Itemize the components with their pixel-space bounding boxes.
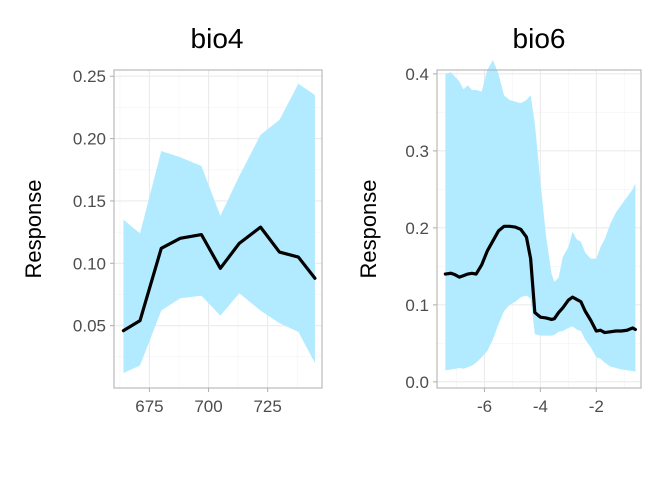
x-tick-label: 700 [194,397,222,416]
response-line [443,224,638,335]
panel-title: bio4 [191,23,244,54]
x-tick-label: -6 [477,397,492,416]
x-tick-label: 675 [135,397,163,416]
y-tick-label: 0.20 [73,130,106,149]
x-tick-label: -2 [589,397,604,416]
y-tick-label: 0.3 [405,142,429,161]
confidence-band [445,59,636,372]
response-line [121,225,317,333]
y-tick-label: 0.25 [73,67,106,86]
y-tick-label: 0.15 [73,192,106,211]
y-tick-label: 0.4 [405,65,429,84]
y-tick-label: 0.0 [405,373,429,392]
y-tick-label: 0.10 [73,254,106,273]
y-tick-label: 0.05 [73,317,106,336]
panel-bio4: bio4 Response 0.05 0.10 0.15 0.20 0.25 675 700… [21,23,323,416]
panel-bio6: bio6 Response 0.0 0.1 0.2 0.3 0.4 -6 -4 -2 [356,23,642,416]
panel-border [436,69,642,389]
x-tick-label: -4 [533,397,548,416]
y-tick-label: 0.1 [405,296,429,315]
x-tick-label: 725 [253,397,281,416]
y-axis-label: Response [356,179,381,278]
panel-title: bio6 [513,23,566,54]
y-axis-label: Response [21,179,46,278]
panel-border [113,69,323,389]
confidence-band [123,83,315,374]
y-tick-label: 0.2 [405,219,429,238]
